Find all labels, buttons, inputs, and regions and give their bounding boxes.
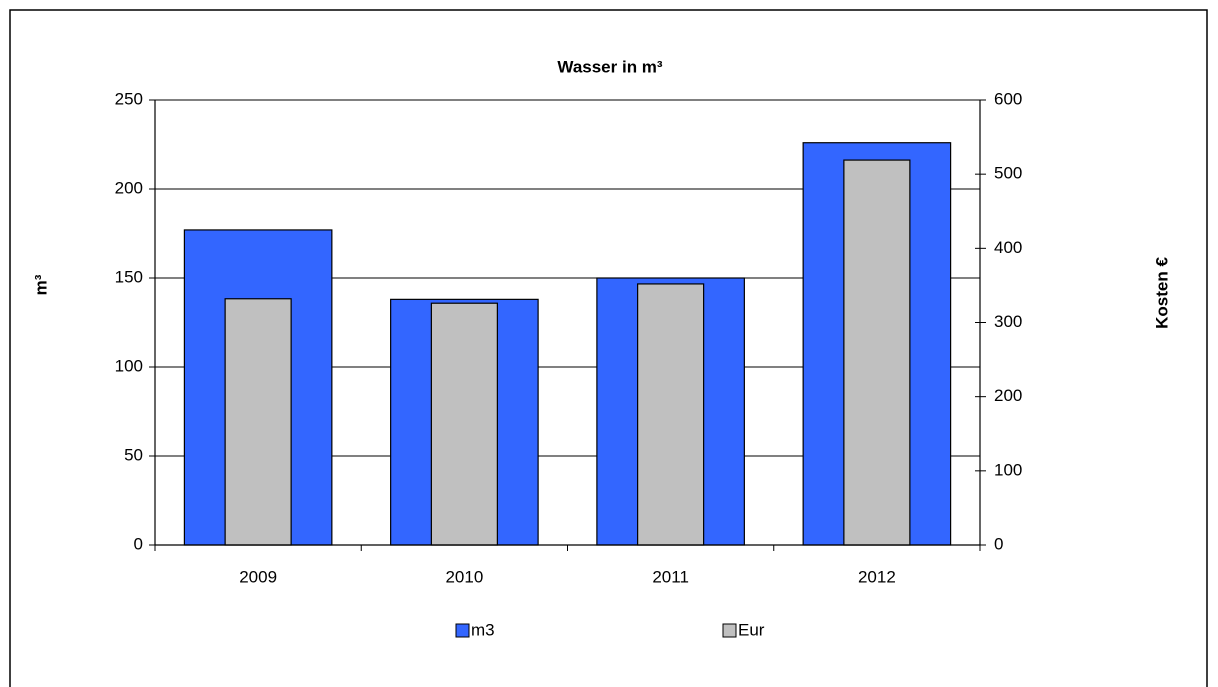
y2-axis-title: Kosten € <box>1152 257 1171 329</box>
bar <box>430 302 498 546</box>
y2-tick-label: 600 <box>994 89 1022 108</box>
y-tick-label: 200 <box>115 178 143 197</box>
legend-swatch <box>455 623 470 638</box>
y-tick-label: 50 <box>124 445 143 464</box>
bar <box>224 298 292 546</box>
x-tick-label: 2010 <box>445 567 483 586</box>
x-tick-label: 2012 <box>858 567 896 586</box>
chart-title: Wasser in m³ <box>557 57 663 76</box>
y2-tick-label: 200 <box>994 386 1022 405</box>
frame <box>9 9 1208 687</box>
legend-swatch <box>722 623 737 638</box>
y2-tick-label: 0 <box>994 534 1003 553</box>
bar <box>637 283 705 546</box>
bar <box>843 159 911 546</box>
y2-tick-label: 500 <box>994 164 1022 183</box>
y-tick-label: 100 <box>115 356 143 375</box>
legend-label: m3 <box>471 620 495 639</box>
x-tick-label: 2009 <box>239 567 277 586</box>
y2-tick-label: 300 <box>994 312 1022 331</box>
y2-tick-label: 400 <box>994 238 1022 257</box>
y2-tick-label: 100 <box>994 460 1022 479</box>
y-tick-label: 0 <box>134 534 143 553</box>
y-axis-title: m³ <box>31 274 50 295</box>
y-tick-label: 150 <box>115 267 143 286</box>
y-tick-label: 250 <box>115 89 143 108</box>
legend-label: Eur <box>738 620 765 639</box>
x-tick-label: 2011 <box>652 567 689 586</box>
